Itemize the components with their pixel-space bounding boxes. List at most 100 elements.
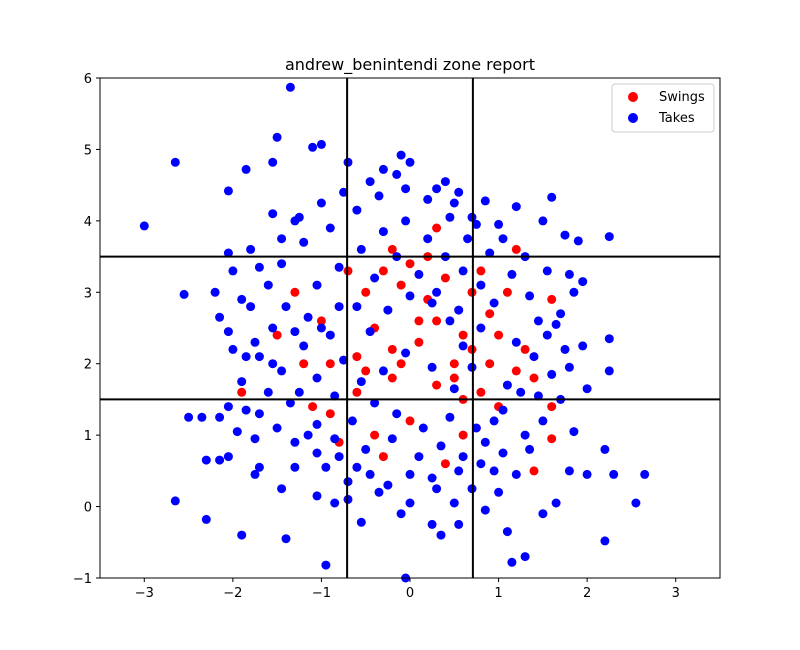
point-takes-195 xyxy=(254,262,264,272)
point-takes-108 xyxy=(268,323,278,333)
chart-title: andrew_benintendi zone report xyxy=(285,55,535,75)
point-takes-78 xyxy=(569,427,579,437)
point-takes-115 xyxy=(374,191,384,201)
point-takes-126 xyxy=(489,416,499,426)
point-swings-14 xyxy=(325,409,335,419)
point-swings-45 xyxy=(352,352,362,362)
point-takes-72 xyxy=(582,469,592,479)
point-takes-67 xyxy=(520,552,530,562)
point-takes-209 xyxy=(511,469,521,479)
point-takes-214 xyxy=(551,319,561,329)
point-takes-155 xyxy=(352,302,362,312)
point-takes-138 xyxy=(312,280,322,290)
point-takes-206 xyxy=(454,466,464,476)
point-takes-32 xyxy=(215,312,225,322)
point-swings-51 xyxy=(405,259,415,269)
point-takes-142 xyxy=(401,216,411,226)
point-swings-28 xyxy=(308,402,318,412)
point-swings-33 xyxy=(440,459,450,469)
point-takes-42 xyxy=(201,455,211,465)
point-takes-168 xyxy=(325,330,335,340)
point-takes-106 xyxy=(277,366,287,376)
point-takes-22 xyxy=(538,216,548,226)
point-takes-61 xyxy=(396,509,406,519)
x-tick-label: −1 xyxy=(312,586,331,601)
y-tick-label: 1 xyxy=(84,429,92,444)
point-takes-75 xyxy=(631,498,641,508)
point-takes-27 xyxy=(246,244,256,254)
point-takes-19 xyxy=(223,248,233,258)
point-takes-152 xyxy=(405,291,415,301)
point-takes-46 xyxy=(250,434,260,444)
point-takes-104 xyxy=(254,409,264,419)
point-swings-0 xyxy=(547,294,557,304)
point-swings-39 xyxy=(449,359,459,369)
point-swings-38 xyxy=(378,452,388,462)
point-takes-131 xyxy=(370,398,380,408)
y-axis: −1 0 1 2 3 4 5 6 xyxy=(73,72,100,587)
point-takes-102 xyxy=(290,437,300,447)
point-takes-74 xyxy=(609,469,619,479)
point-takes-177 xyxy=(436,441,446,451)
point-takes-112 xyxy=(299,237,309,247)
point-takes-147 xyxy=(489,298,499,308)
point-takes-20 xyxy=(268,209,278,219)
point-takes-15 xyxy=(480,196,490,206)
point-takes-210 xyxy=(525,444,535,454)
point-takes-43 xyxy=(215,455,225,465)
point-takes-129 xyxy=(418,423,428,433)
point-takes-66 xyxy=(502,527,512,537)
point-takes-189 xyxy=(392,169,402,179)
point-swings-52 xyxy=(432,316,442,326)
point-takes-211 xyxy=(538,416,548,426)
point-takes-200 xyxy=(303,430,313,440)
point-swings-49 xyxy=(387,373,397,383)
point-takes-17 xyxy=(139,221,149,231)
point-takes-99 xyxy=(352,462,362,472)
point-takes-111 xyxy=(277,259,287,269)
point-takes-105 xyxy=(263,387,273,397)
point-takes-1 xyxy=(272,132,282,142)
point-takes-103 xyxy=(272,423,282,433)
point-swings-7 xyxy=(414,316,424,326)
y-tick-label: 2 xyxy=(84,358,92,373)
point-swings-18 xyxy=(440,273,450,283)
point-takes-193 xyxy=(294,212,304,222)
y-tick-label: 3 xyxy=(84,286,92,301)
point-takes-38 xyxy=(241,405,251,415)
point-swings-6 xyxy=(432,223,442,233)
point-takes-192 xyxy=(316,198,326,208)
point-takes-76 xyxy=(640,469,650,479)
point-takes-11 xyxy=(378,164,388,174)
point-takes-39 xyxy=(184,412,194,422)
point-takes-134 xyxy=(312,373,322,383)
y-tick-label: 6 xyxy=(84,72,92,87)
point-takes-40 xyxy=(197,412,207,422)
strike-zone xyxy=(100,78,720,578)
point-takes-196 xyxy=(246,302,256,312)
point-takes-153 xyxy=(383,305,393,315)
point-takes-88 xyxy=(542,330,552,340)
point-takes-178 xyxy=(458,452,468,462)
point-takes-191 xyxy=(339,187,349,197)
x-tick-label: 0 xyxy=(406,586,414,601)
point-takes-117 xyxy=(423,194,433,204)
x-tick-label: 1 xyxy=(494,586,502,601)
point-takes-190 xyxy=(365,177,375,187)
point-takes-186 xyxy=(471,219,481,229)
point-takes-173 xyxy=(330,434,340,444)
x-tick-label: 2 xyxy=(583,586,591,601)
point-takes-119 xyxy=(463,234,473,244)
point-swings-42 xyxy=(432,380,442,390)
point-takes-47 xyxy=(254,462,264,472)
point-takes-82 xyxy=(560,344,570,354)
point-takes-83 xyxy=(547,369,557,379)
point-takes-18 xyxy=(604,232,614,242)
point-takes-145 xyxy=(458,266,468,276)
y-tick-label: −1 xyxy=(73,572,92,587)
point-takes-107 xyxy=(254,352,264,362)
point-takes-135 xyxy=(299,341,309,351)
point-takes-7 xyxy=(396,150,406,160)
point-takes-13 xyxy=(454,187,464,197)
point-takes-49 xyxy=(277,484,287,494)
